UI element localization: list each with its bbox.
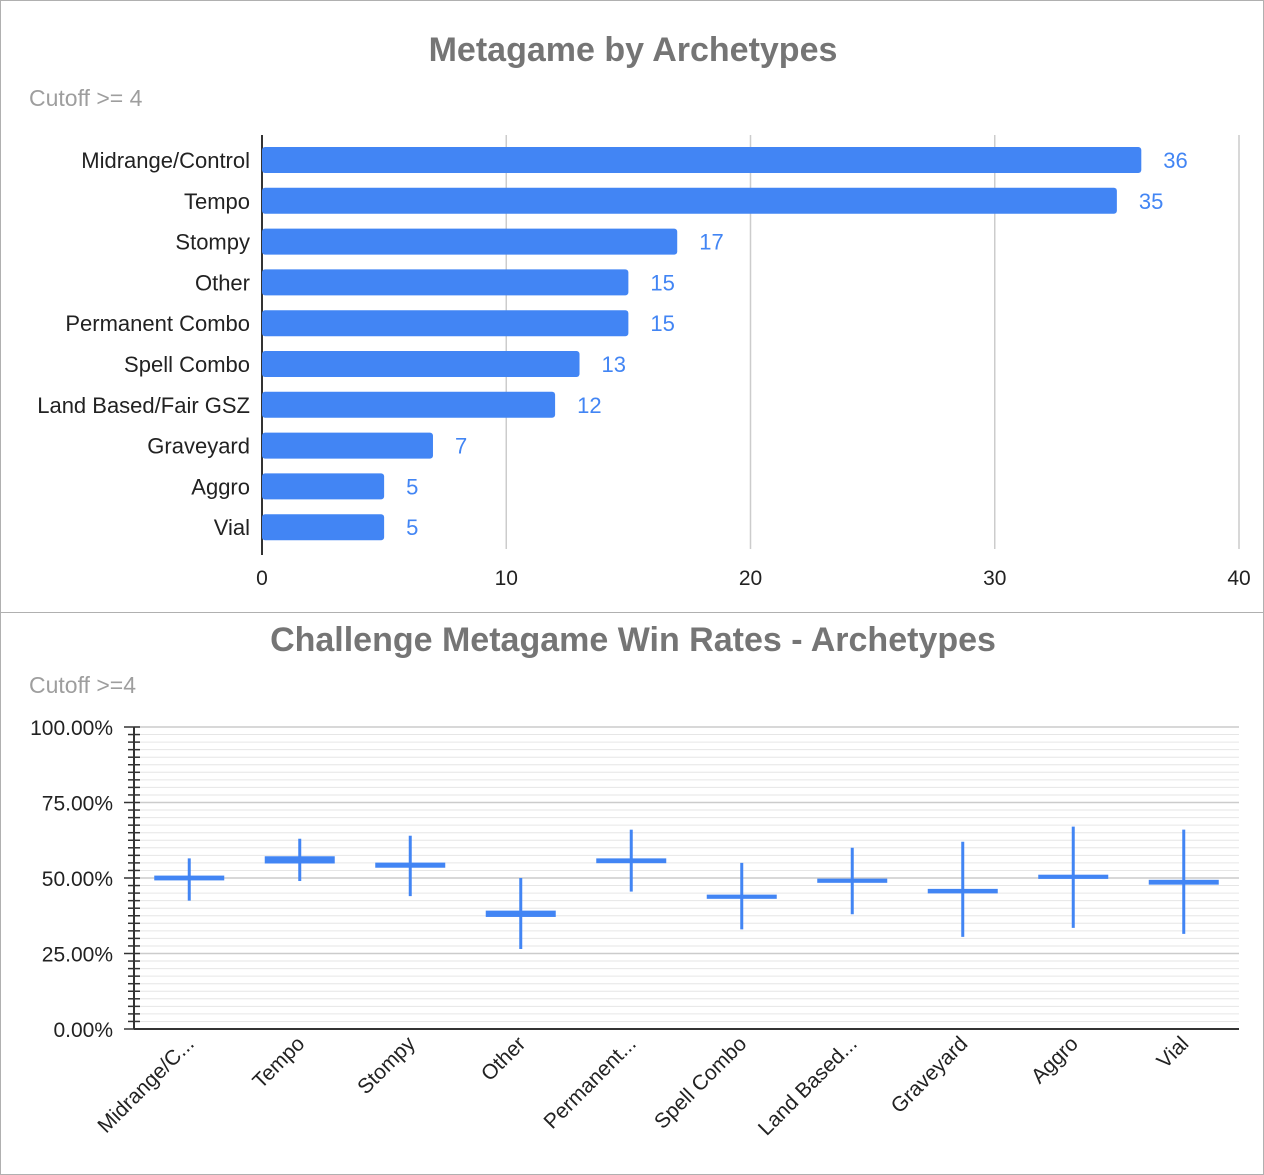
data-label: 13 [602,352,626,377]
y-tick-label: 0.00% [53,1019,113,1042]
bar [262,310,629,337]
data-label: 17 [699,230,723,255]
candle-body [706,894,777,899]
x-tick-label: 30 [983,567,1006,590]
y-tick-label: 50.00% [42,868,113,891]
category-label: Stompy [175,230,250,255]
x-tick-label: 0 [256,567,268,590]
archetype-count-chart-panel: Metagame by Archetypes Cutoff >= 4 Midra… [0,0,1264,614]
win-rate-chart: Challenge Metagame Win Rates - Archetype… [29,621,1239,1140]
bar [262,391,556,418]
candle-body [927,888,998,894]
category-label: Graveyard [887,1032,973,1118]
x-tick-label: 10 [495,567,518,590]
y-tick-label: 100.00% [30,717,113,740]
chart-subtitle: Cutoff >= 4 [29,85,143,111]
data-label: 36 [1163,148,1187,173]
bar [262,514,385,541]
data-label: 7 [455,434,467,459]
win-rate-chart-panel: Challenge Metagame Win Rates - Archetype… [0,612,1264,1175]
archetype-count-chart: Metagame by Archetypes Cutoff >= 4 Midra… [29,31,1251,590]
chart-title: Metagame by Archetypes [429,31,838,69]
candle-body [817,878,888,883]
category-label: Other [477,1032,530,1085]
bar [262,432,433,459]
category-label: Spell Combo [650,1032,751,1133]
candle-body [375,862,446,868]
candle-body [485,910,556,917]
chart-subtitle: Cutoff >=4 [29,672,136,698]
category-label: Permanent... [540,1032,641,1133]
category-label: Stompy [353,1032,420,1099]
data-label: 15 [650,270,674,295]
data-label: 5 [406,515,418,540]
category-label: Vial [1153,1032,1194,1073]
bar [262,473,385,500]
data-label: 35 [1139,189,1163,214]
x-tick-label: 40 [1227,567,1250,590]
category-label: Other [195,270,250,295]
data-label: 12 [577,393,601,418]
category-label: Vial [214,515,250,540]
category-label: Midrange/C... [93,1032,198,1137]
candle-body [1148,879,1219,885]
bar [262,228,678,255]
category-label: Aggro [191,474,250,499]
category-label: Tempo [248,1032,309,1093]
candle-body [596,858,667,864]
category-label: Permanent Combo [65,311,250,336]
data-label: 15 [650,311,674,336]
bar [262,269,629,296]
category-label: Spell Combo [124,352,250,377]
x-tick-label: 20 [739,567,762,590]
category-label: Land Based... [754,1032,862,1140]
category-label: Land Based/Fair GSZ [37,393,250,418]
bar [262,351,580,377]
chart-title: Challenge Metagame Win Rates - Archetype… [270,621,996,659]
candle-body [264,856,335,864]
bar [262,187,1117,214]
y-tick-label: 25.00% [42,944,113,967]
y-tick-label: 75.00% [42,793,113,816]
candle-body [1038,874,1109,879]
category-label: Midrange/Control [81,148,250,173]
category-label: Graveyard [147,434,250,459]
candle-body [154,875,225,881]
bar [262,147,1142,173]
category-label: Aggro [1027,1032,1083,1088]
category-label: Tempo [184,189,250,214]
data-label: 5 [406,474,418,499]
